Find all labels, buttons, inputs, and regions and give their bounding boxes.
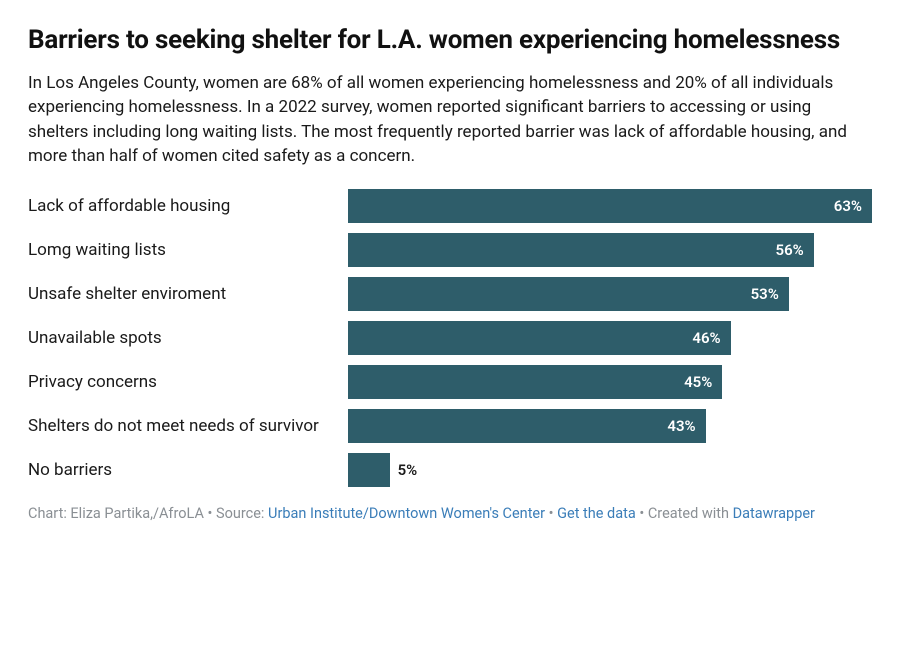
bar-row: Privacy concerns 45%	[28, 365, 872, 399]
bar-row: Lack of affordable housing 63%	[28, 189, 872, 223]
bar-value-label: 45%	[684, 373, 712, 391]
bar-value-label: 46%	[692, 329, 720, 347]
chart-footer: Chart: Eliza Partika,/AfroLA • Source: U…	[28, 503, 872, 525]
category-label: Shelters do not meet needs of survivor	[28, 416, 348, 436]
footer-sep: •	[545, 505, 557, 522]
footer-prefix: Chart: Eliza Partika,/AfroLA • Source:	[28, 505, 268, 522]
bar: 43%	[348, 409, 706, 443]
category-label: Privacy concerns	[28, 372, 348, 392]
bar: 53%	[348, 277, 789, 311]
bar: 46%	[348, 321, 731, 355]
bar-row: Unavailable spots 46%	[28, 321, 872, 355]
bar-track: 46%	[348, 321, 872, 355]
bar-track: 45%	[348, 365, 872, 399]
bar-track: 5%	[348, 453, 872, 487]
bar: 63%	[348, 189, 872, 223]
bar-value-label: 63%	[834, 197, 862, 215]
category-label: Unsafe shelter enviroment	[28, 284, 348, 304]
bar-value-label: 5%	[390, 461, 418, 479]
footer-sep: • Created with	[636, 505, 733, 522]
bar: 5%	[348, 453, 390, 487]
bar-track: 43%	[348, 409, 872, 443]
chart-description: In Los Angeles County, women are 68% of …	[28, 71, 872, 170]
bar-chart: Lack of affordable housing 63% Lomg wait…	[28, 189, 872, 487]
category-label: Unavailable spots	[28, 328, 348, 348]
bar-row: Unsafe shelter enviroment 53%	[28, 277, 872, 311]
bar-value-label: 53%	[751, 285, 779, 303]
bar: 45%	[348, 365, 722, 399]
chart-title: Barriers to seeking shelter for L.A. wom…	[28, 24, 872, 57]
category-label: Lomg waiting lists	[28, 240, 348, 260]
get-data-link[interactable]: Get the data	[557, 505, 636, 522]
bar-value-label: 56%	[776, 241, 804, 259]
bar-track: 63%	[348, 189, 872, 223]
bar-row: Lomg waiting lists 56%	[28, 233, 872, 267]
bar-track: 56%	[348, 233, 872, 267]
bar-track: 53%	[348, 277, 872, 311]
bar: 56%	[348, 233, 814, 267]
bar-row: Shelters do not meet needs of survivor 4…	[28, 409, 872, 443]
source-link[interactable]: Urban Institute/Downtown Women's Center	[268, 505, 545, 522]
datawrapper-link[interactable]: Datawrapper	[733, 505, 815, 522]
chart-container: Barriers to seeking shelter for L.A. wom…	[0, 0, 900, 545]
bar-value-label: 43%	[667, 417, 695, 435]
category-label: Lack of affordable housing	[28, 196, 348, 216]
bar-row: No barriers 5%	[28, 453, 872, 487]
category-label: No barriers	[28, 460, 348, 480]
